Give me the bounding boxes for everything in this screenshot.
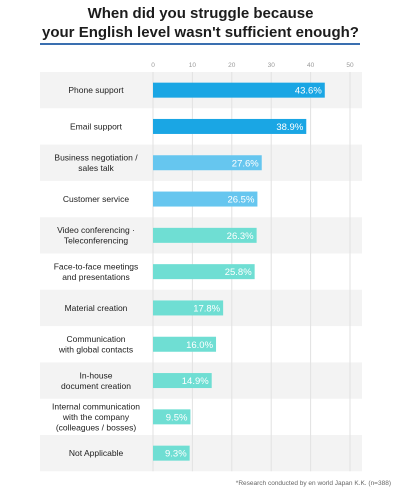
category-label: Email support [70, 121, 123, 131]
bar [153, 227, 257, 243]
x-tick-label: 0 [151, 62, 155, 69]
category-label: Not Applicable [69, 448, 124, 458]
category-label-line: Video conferencing · [57, 225, 135, 235]
value-label: 26.5% [227, 195, 254, 206]
category-label-line: Phone support [68, 85, 124, 95]
value-label: 27.6% [232, 158, 259, 169]
category-label: Video conferencing · Teleconferencing [57, 225, 135, 246]
value-label: 9.5% [166, 412, 188, 423]
bars [153, 82, 325, 461]
chart-title-line-1: When did you struggle because [87, 5, 314, 22]
x-tick-label: 50 [346, 62, 354, 69]
category-label-line: with global contacts [58, 345, 133, 355]
value-label: 26.3% [227, 231, 254, 242]
category-label-line: (colleagues / bosses) [56, 422, 136, 432]
bar [153, 264, 255, 280]
x-tick-label: 10 [189, 62, 197, 69]
category-labels: Phone support Email support Business negot… [52, 85, 140, 458]
chart-title-line-2: your English level wasn't sufficient eno… [42, 24, 359, 41]
category-label: Phone support [68, 85, 124, 95]
chart-title: When did you struggle because your Engli… [0, 4, 401, 42]
category-label-line: In-house [79, 370, 112, 380]
category-label: Internal communication with the company (c… [52, 401, 140, 432]
category-label-line: Business negotiation / [54, 153, 138, 163]
title-underline [40, 43, 360, 45]
bar [153, 409, 191, 425]
value-label: 14.9% [182, 376, 209, 387]
bar [153, 300, 224, 316]
category-label-line: with the company [62, 412, 130, 422]
x-tick-label: 30 [268, 62, 276, 69]
value-label: 9.3% [165, 449, 187, 460]
value-label: 43.6% [295, 86, 322, 97]
category-label: In-house document creation [61, 370, 131, 391]
category-label: Customer service [63, 194, 129, 204]
category-label-line: Email support [70, 121, 123, 131]
value-label: 16.0% [186, 340, 213, 351]
category-label-line: sales talk [78, 163, 114, 173]
bar [153, 155, 262, 171]
bar [153, 118, 307, 134]
x-axis-ticks: 0 10 20 30 40 50 [151, 62, 354, 69]
x-tick-label: 40 [307, 62, 315, 69]
row-band [40, 435, 362, 472]
category-label-line: Teleconferencing [64, 236, 129, 246]
value-label: 38.9% [276, 122, 303, 133]
footnote: *Research conducted by en world Japan K.… [235, 480, 391, 487]
bar [153, 336, 217, 352]
bar [153, 191, 258, 207]
category-label-line: Material creation [65, 303, 128, 313]
category-label-line: Face-to-face meetings [54, 261, 139, 271]
value-label: 17.8% [193, 303, 220, 314]
category-label-line: and presentations [62, 272, 130, 282]
category-label: Face-to-face meetings and presentations [54, 261, 139, 282]
value-labels: 43.6% 38.9% 27.6% 26.5% 26.3% 25.8% 17.8% 16.0%… [165, 86, 322, 460]
category-label: Material creation [65, 303, 128, 313]
x-tick-label: 20 [228, 62, 236, 69]
bar [153, 82, 325, 98]
category-label: Business negotiation / sales talk [54, 153, 138, 174]
bar [153, 445, 190, 461]
category-label-line: Internal communication [52, 401, 140, 411]
value-label: 25.8% [225, 267, 252, 278]
bar [153, 373, 212, 389]
category-label: Communication with global contacts [58, 334, 133, 355]
category-label-line: document creation [61, 381, 131, 391]
category-label-line: Communication [66, 334, 125, 344]
category-label-line: Customer service [63, 194, 129, 204]
category-label-line: Not Applicable [69, 448, 124, 458]
bar-chart: 0 10 20 30 40 50 Phone support Email support Bu… [40, 62, 362, 472]
